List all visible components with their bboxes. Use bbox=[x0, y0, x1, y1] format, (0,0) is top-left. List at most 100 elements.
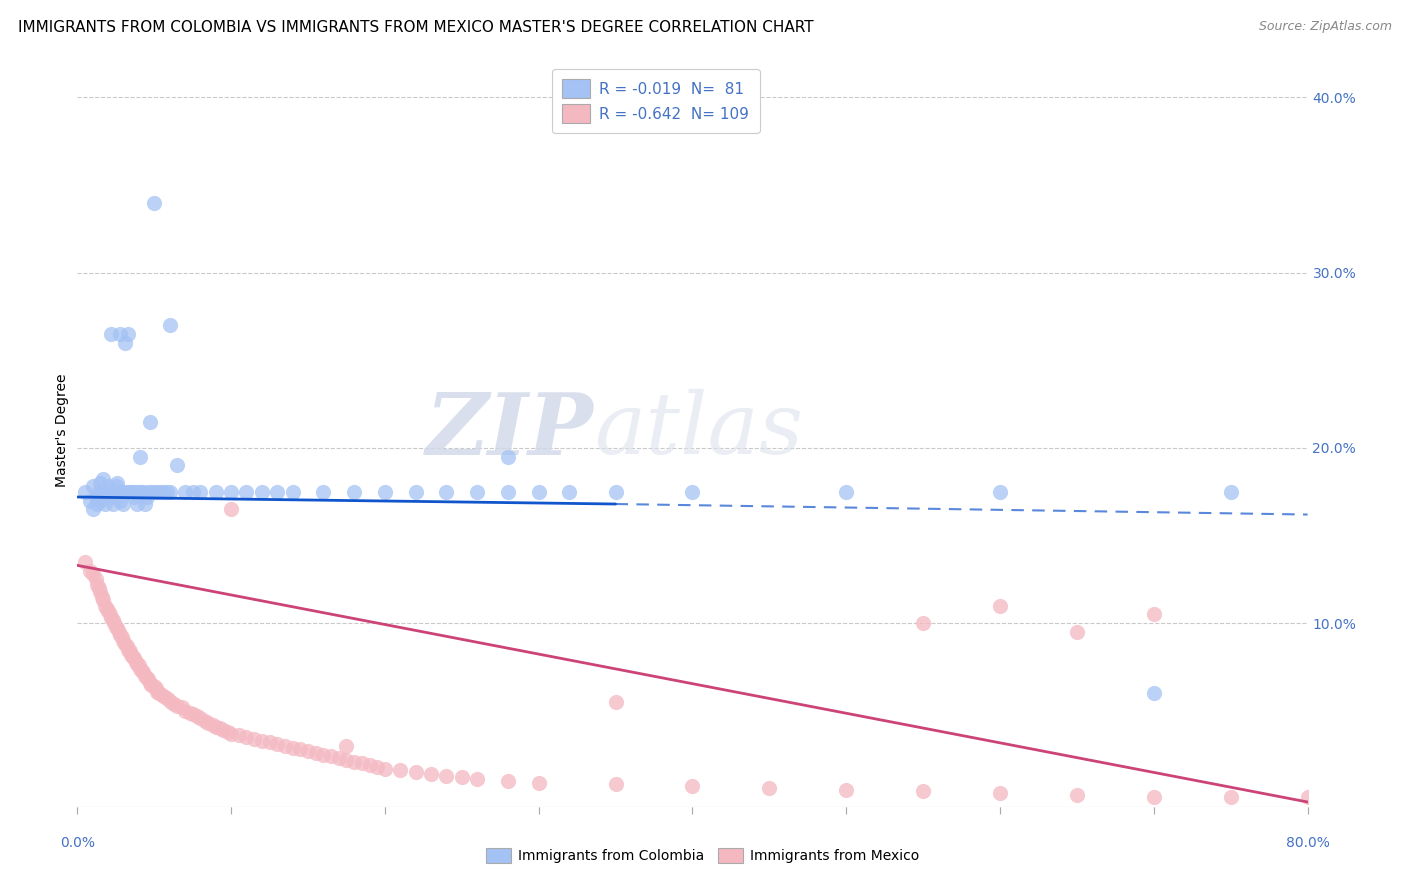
Point bbox=[98, 607, 121, 622]
Point bbox=[89, 475, 111, 490]
Point bbox=[1219, 484, 1241, 499]
Point bbox=[181, 707, 204, 722]
Point bbox=[281, 740, 304, 755]
Point bbox=[94, 484, 117, 499]
Point bbox=[111, 630, 134, 644]
Point bbox=[110, 628, 132, 642]
Point bbox=[128, 484, 150, 499]
Point bbox=[103, 616, 125, 631]
Legend: Immigrants from Colombia, Immigrants from Mexico: Immigrants from Colombia, Immigrants fro… bbox=[481, 843, 925, 869]
Point bbox=[112, 633, 135, 648]
Point bbox=[97, 479, 120, 493]
Point bbox=[112, 497, 135, 511]
Point bbox=[389, 764, 412, 778]
Point bbox=[190, 484, 212, 499]
Text: ZIP: ZIP bbox=[426, 389, 595, 472]
Point bbox=[209, 722, 232, 736]
Point bbox=[118, 484, 141, 499]
Point bbox=[527, 484, 550, 499]
Point bbox=[132, 665, 155, 680]
Point bbox=[405, 765, 427, 780]
Point bbox=[141, 484, 163, 499]
Point bbox=[1219, 789, 1241, 804]
Point bbox=[84, 490, 107, 504]
Point bbox=[250, 484, 273, 499]
Point bbox=[129, 450, 152, 464]
Point bbox=[108, 624, 131, 639]
Point bbox=[374, 484, 396, 499]
Point bbox=[166, 698, 188, 713]
Point bbox=[146, 684, 169, 698]
Point bbox=[145, 681, 167, 695]
Point bbox=[204, 720, 226, 734]
Point bbox=[86, 577, 108, 591]
Point bbox=[201, 718, 224, 732]
Text: atlas: atlas bbox=[595, 389, 803, 472]
Point bbox=[605, 484, 627, 499]
Point bbox=[366, 760, 388, 774]
Point bbox=[527, 775, 550, 789]
Point bbox=[682, 484, 704, 499]
Point bbox=[174, 704, 197, 718]
Point bbox=[496, 484, 519, 499]
Point bbox=[121, 484, 143, 499]
Point bbox=[129, 662, 152, 676]
Text: 0.0%: 0.0% bbox=[60, 836, 94, 850]
Point bbox=[405, 484, 427, 499]
Point bbox=[134, 669, 156, 683]
Point bbox=[94, 497, 117, 511]
Point bbox=[122, 651, 145, 665]
Point bbox=[110, 326, 132, 341]
Point bbox=[82, 502, 104, 516]
Point bbox=[259, 735, 281, 749]
Point bbox=[89, 584, 111, 599]
Point bbox=[988, 484, 1011, 499]
Point bbox=[155, 484, 177, 499]
Point bbox=[312, 747, 335, 762]
Point bbox=[117, 326, 139, 341]
Point bbox=[100, 611, 122, 625]
Point bbox=[605, 777, 627, 791]
Point bbox=[1143, 686, 1166, 700]
Point bbox=[328, 751, 350, 765]
Point bbox=[110, 493, 132, 508]
Point bbox=[93, 593, 115, 607]
Point bbox=[166, 458, 188, 473]
Point bbox=[114, 637, 136, 651]
Point bbox=[143, 484, 166, 499]
Point bbox=[305, 746, 328, 760]
Point bbox=[131, 484, 153, 499]
Point bbox=[112, 484, 135, 499]
Point bbox=[136, 673, 159, 687]
Point bbox=[87, 581, 110, 595]
Point bbox=[266, 737, 288, 751]
Point bbox=[136, 484, 159, 499]
Point bbox=[243, 731, 266, 746]
Point bbox=[114, 335, 136, 350]
Point bbox=[73, 555, 96, 569]
Point bbox=[82, 567, 104, 582]
Point bbox=[186, 709, 208, 723]
Point bbox=[138, 675, 160, 690]
Point bbox=[132, 484, 155, 499]
Point bbox=[128, 658, 150, 673]
Point bbox=[100, 326, 122, 341]
Point bbox=[1296, 789, 1319, 804]
Point bbox=[104, 620, 127, 634]
Point bbox=[912, 784, 935, 798]
Point bbox=[98, 490, 121, 504]
Point bbox=[100, 484, 122, 499]
Point bbox=[312, 484, 335, 499]
Point bbox=[988, 599, 1011, 613]
Point bbox=[450, 771, 472, 785]
Point bbox=[835, 782, 858, 797]
Point bbox=[350, 756, 373, 771]
Point bbox=[170, 700, 193, 714]
Point bbox=[835, 484, 858, 499]
Point bbox=[194, 714, 217, 729]
Point bbox=[108, 484, 131, 499]
Point bbox=[228, 728, 250, 742]
Point bbox=[1066, 788, 1088, 802]
Point bbox=[93, 473, 115, 487]
Point bbox=[465, 484, 488, 499]
